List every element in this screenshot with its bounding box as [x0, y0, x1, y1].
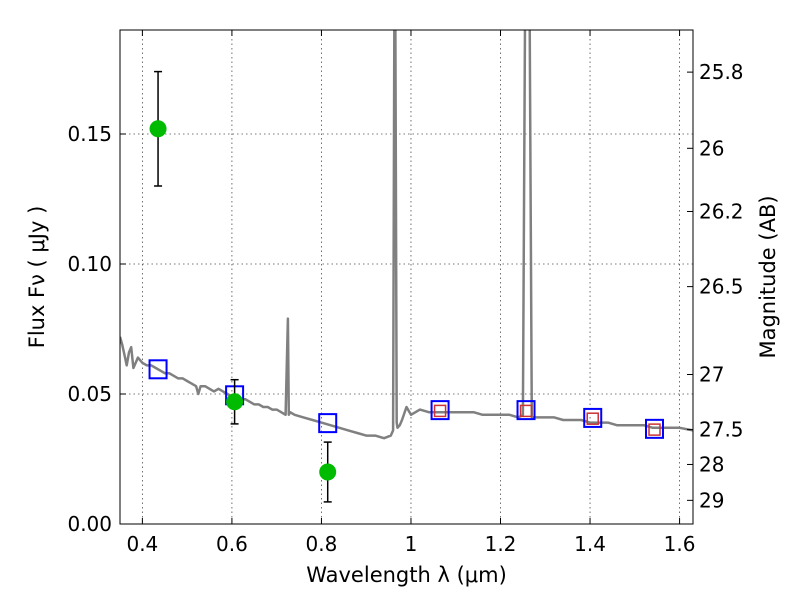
- x-tick-label: 1.2: [485, 532, 517, 556]
- right-tick-label: 26.2: [699, 199, 744, 223]
- marker-layer: [148, 70, 665, 503]
- right-tick-label: 27.5: [699, 418, 744, 442]
- model-small-square-marker: [519, 404, 533, 418]
- spectrum-line: [120, 30, 693, 440]
- observed-point: [319, 463, 337, 481]
- model-square-marker: [516, 400, 536, 421]
- ticks: [120, 30, 693, 525]
- right-axis-label: Magnitude (AB): [756, 195, 780, 358]
- observed-point: [149, 120, 167, 138]
- right-tick-label: 25.8: [699, 60, 744, 84]
- observed-point: [226, 393, 244, 411]
- model-square-marker: [583, 407, 603, 428]
- model-square-marker: [645, 418, 665, 439]
- x-tick-label: 1: [405, 532, 418, 556]
- y-tick-label: 0.15: [67, 122, 112, 146]
- tick-labels: 0.4 0.6 0.8 1 1.2 1.4 1.6 0.00 0.05 0.10 0.15 25.8 2…: [67, 60, 743, 556]
- right-tick-label: 26.5: [699, 275, 744, 299]
- y-tick-label: 0.00: [67, 512, 112, 536]
- x-axis-label: Wavelength λ (μm): [306, 563, 507, 587]
- model-square-marker: [318, 413, 338, 434]
- x-tick-label: 0.4: [126, 532, 158, 556]
- plot-frame: [119, 29, 694, 525]
- right-tick-label: 26: [699, 136, 724, 160]
- right-tick-label: 28: [699, 452, 724, 476]
- x-tick-label: 0.6: [216, 532, 248, 556]
- x-tick-label: 1.6: [664, 532, 696, 556]
- model-square-marker: [430, 400, 450, 421]
- model-square-marker: [148, 359, 168, 380]
- x-tick-label: 0.8: [306, 532, 338, 556]
- spectrum-series: [120, 30, 693, 440]
- x-tick-label: 1.4: [574, 532, 606, 556]
- model-small-square-marker: [648, 423, 661, 436]
- y-axis-label: Flux Fν ( μJy ): [25, 206, 49, 349]
- model-small-square-marker: [433, 404, 447, 418]
- grid: [120, 30, 693, 525]
- model-small-square-marker: [586, 412, 599, 425]
- right-tick-label: 27: [699, 363, 724, 387]
- y-tick-label: 0.10: [67, 252, 112, 276]
- right-tick-label: 29: [699, 488, 724, 512]
- y-tick-label: 0.05: [67, 382, 112, 406]
